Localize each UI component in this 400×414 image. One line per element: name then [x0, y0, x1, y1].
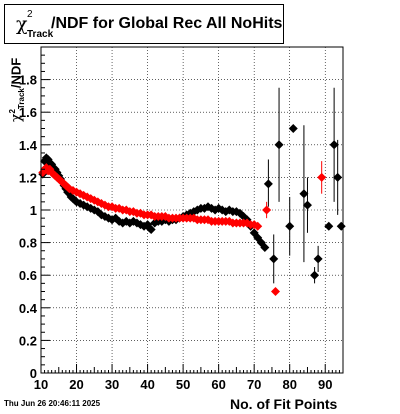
- black-series-point: [288, 124, 298, 133]
- y-tick-label: 0.6: [19, 268, 37, 283]
- black-series-point: [329, 140, 339, 150]
- y-tick-label: 1.4: [19, 138, 38, 153]
- black-series-point: [310, 270, 320, 280]
- title-subscript: Track: [27, 29, 54, 40]
- red-series-point: [262, 205, 272, 215]
- axes: 10 20 30 40 50 60 70 80 90 0 0.2 0.4 0.6 0.8 1 1.2 1.4 1.…: [19, 46, 344, 392]
- black-series-point: [313, 254, 323, 264]
- y-tick-label: 0.8: [19, 236, 37, 251]
- y-tick-label: 1.6: [19, 105, 37, 120]
- black-series-point: [146, 225, 156, 235]
- x-tick-label: 20: [69, 377, 83, 392]
- black-series-point: [333, 172, 343, 182]
- x-tick-label: 10: [34, 377, 48, 392]
- y-tick-label: 1.8: [19, 73, 37, 88]
- y-tick-label: 1: [30, 203, 37, 218]
- red-series-point: [317, 172, 327, 182]
- red-series-point: [249, 220, 259, 230]
- chart-title: χ 2 Track /NDF for Global Rec All NoHits: [4, 4, 284, 44]
- black-series-point: [299, 189, 309, 199]
- x-tick-label: 50: [176, 377, 190, 392]
- red-series-point: [270, 287, 280, 296]
- black-series-point: [249, 228, 259, 238]
- title-superscript: 2: [27, 9, 33, 20]
- x-tick-label: 40: [140, 377, 154, 392]
- black-series-point: [269, 254, 279, 264]
- black-series-point: [302, 200, 312, 210]
- x-tick-label: 70: [247, 377, 261, 392]
- title-chi-symbol: χ: [16, 13, 28, 35]
- y-axis-label-sub: Track: [16, 88, 26, 110]
- x-tick-label: 90: [318, 377, 332, 392]
- y-axis-label-rest: /NDF: [8, 57, 24, 89]
- y-axis-label-sup: 2: [8, 109, 17, 114]
- y-axis-label: χ2Track/NDF: [8, 58, 26, 122]
- black-series-point: [260, 242, 270, 252]
- x-axis-label: No. of Fit Points: [230, 396, 338, 412]
- x-tick-label: 80: [282, 377, 296, 392]
- red-series-point: [253, 221, 263, 231]
- y-tick-label: 1.2: [19, 170, 37, 185]
- y-axis-label-chi: χ: [8, 113, 25, 122]
- black-series-point: [285, 221, 295, 231]
- black-series-point: [274, 140, 284, 150]
- x-tick-label: 60: [211, 377, 225, 392]
- x-tick-label: 30: [105, 377, 119, 392]
- black-series-point: [263, 179, 273, 189]
- black-series-point: [324, 221, 334, 231]
- timestamp-footer: Thu Jun 26 20:46:11 2025: [4, 399, 101, 408]
- title-text: /NDF for Global Rec All NoHits: [51, 15, 283, 32]
- y-tick-label: 0.2: [19, 333, 37, 348]
- y-tick-label: 0: [30, 366, 37, 381]
- y-tick-label: 0.4: [19, 301, 38, 316]
